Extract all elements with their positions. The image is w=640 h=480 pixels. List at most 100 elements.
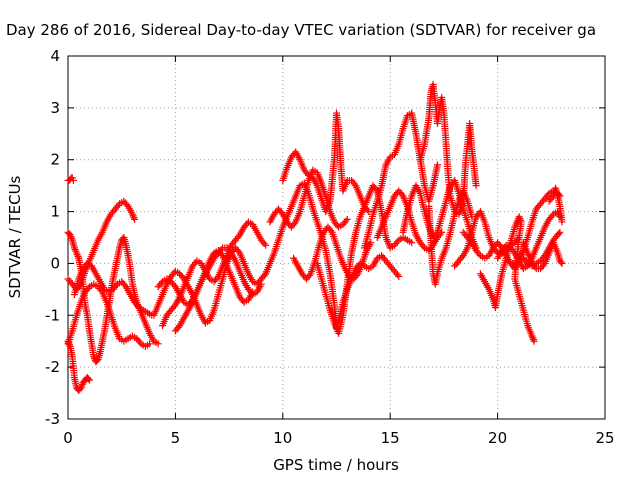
data-point xyxy=(305,272,313,280)
x-tick-label: 25 xyxy=(595,429,614,447)
x-tick-label: 0 xyxy=(63,429,73,447)
data-point xyxy=(290,220,298,228)
data-points xyxy=(64,81,566,394)
series-19 xyxy=(425,187,476,288)
chart-title: Day 286 of 2016, Sidereal Day-to-day VTE… xyxy=(6,21,596,39)
data-point xyxy=(84,375,92,383)
data-point xyxy=(234,247,242,255)
data-point xyxy=(68,234,76,242)
y-tick-label: 4 xyxy=(50,47,60,65)
series-9 xyxy=(171,246,257,335)
data-point xyxy=(539,261,547,269)
data-point xyxy=(170,281,178,289)
data-point xyxy=(530,337,538,345)
x-tick-label: 15 xyxy=(381,429,400,447)
data-point xyxy=(408,239,416,247)
data-point xyxy=(146,340,154,348)
data-point xyxy=(260,272,268,280)
data-point xyxy=(133,302,141,310)
series-4 xyxy=(64,280,154,350)
series-25 xyxy=(519,239,566,273)
data-point xyxy=(179,273,187,281)
data-point xyxy=(112,282,120,290)
data-point xyxy=(157,279,165,287)
data-point xyxy=(515,213,523,221)
data-point xyxy=(85,376,93,384)
x-tick-label: 5 xyxy=(171,429,181,447)
data-point xyxy=(528,332,536,340)
data-point xyxy=(66,231,74,239)
data-point xyxy=(136,338,144,346)
y-tick-label: 2 xyxy=(50,151,60,169)
data-point xyxy=(548,212,556,220)
data-point xyxy=(393,238,401,246)
data-point xyxy=(327,227,335,235)
data-point xyxy=(342,217,350,225)
data-point xyxy=(472,182,480,190)
data-point xyxy=(395,272,403,280)
x-axis-label: GPS time / hours xyxy=(273,456,399,474)
data-point xyxy=(529,335,537,343)
data-point xyxy=(174,323,182,331)
data-point xyxy=(154,340,162,348)
data-point xyxy=(70,244,78,252)
axis-ticks: 0 5 10 15 20 25 -3 -2 -1 0 1 2 3 4 xyxy=(45,47,615,447)
series-0 xyxy=(64,174,77,184)
series-23 xyxy=(494,208,564,273)
data-point xyxy=(123,201,131,209)
data-point xyxy=(556,228,564,236)
data-point xyxy=(262,241,270,249)
data-point xyxy=(257,280,265,288)
x-tick-label: 10 xyxy=(273,429,292,447)
y-tick-label: -2 xyxy=(45,358,60,376)
data-point xyxy=(475,250,483,258)
y-tick-label: -1 xyxy=(45,306,60,324)
data-point xyxy=(71,246,79,254)
data-point xyxy=(393,271,401,279)
data-point xyxy=(558,259,566,267)
x-tick-label: 20 xyxy=(488,429,507,447)
data-point xyxy=(77,384,85,392)
data-point xyxy=(555,230,563,238)
data-point xyxy=(529,334,537,342)
data-point xyxy=(90,353,98,361)
data-point xyxy=(353,272,361,280)
data-point xyxy=(121,281,129,289)
data-point xyxy=(516,214,524,222)
series-8 xyxy=(154,244,265,309)
data-point xyxy=(509,247,517,255)
data-point xyxy=(303,170,311,178)
series-5 xyxy=(70,259,156,319)
data-point xyxy=(367,239,375,247)
data-point xyxy=(433,161,441,169)
data-point xyxy=(74,253,82,261)
data-point xyxy=(78,382,86,390)
data-point xyxy=(544,191,552,199)
data-point xyxy=(350,180,358,188)
data-point xyxy=(114,202,122,210)
data-point xyxy=(531,263,539,271)
data-point xyxy=(73,251,81,259)
data-point xyxy=(557,258,565,266)
y-axis-label: SDTVAR / TECUs xyxy=(6,175,24,298)
data-point xyxy=(466,237,474,245)
data-point xyxy=(458,253,466,261)
series-15 xyxy=(360,109,441,252)
data-point xyxy=(260,240,268,248)
data-point xyxy=(343,215,351,223)
data-point xyxy=(217,250,225,258)
data-point xyxy=(213,274,221,282)
data-point xyxy=(548,194,556,202)
data-point xyxy=(129,212,137,220)
data-point xyxy=(67,233,75,241)
series-12 xyxy=(279,109,373,216)
data-point xyxy=(277,208,285,216)
data-point xyxy=(128,210,136,218)
data-point xyxy=(234,233,242,241)
y-tick-label: -3 xyxy=(45,410,60,428)
data-point xyxy=(372,185,380,193)
data-point xyxy=(398,190,406,198)
data-point xyxy=(131,215,139,223)
plot-frame xyxy=(67,55,606,420)
